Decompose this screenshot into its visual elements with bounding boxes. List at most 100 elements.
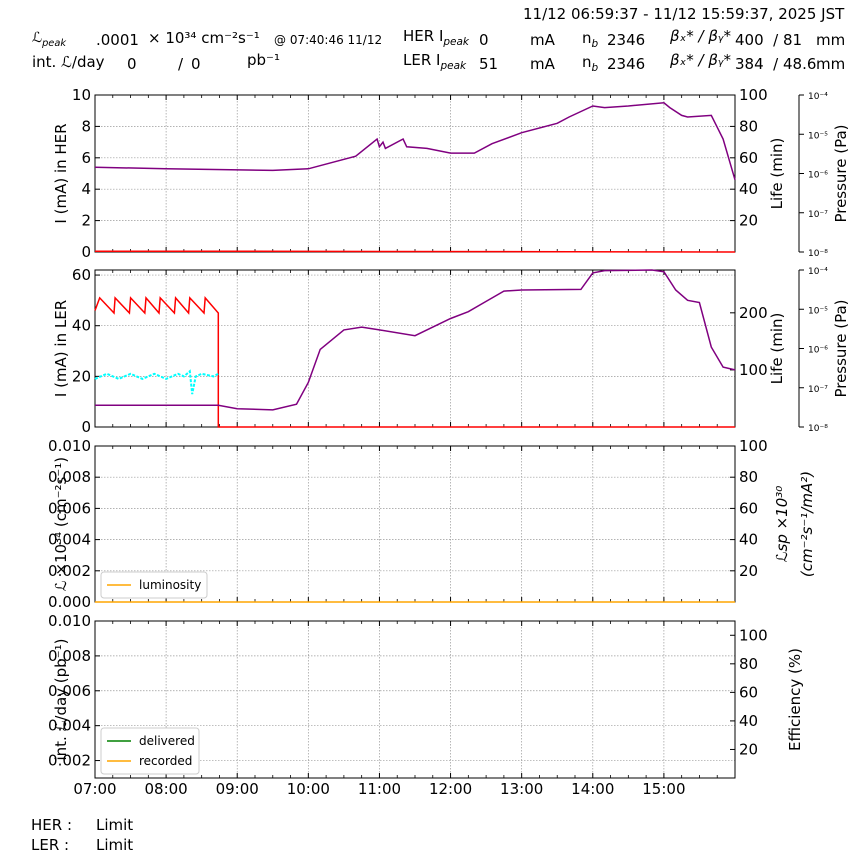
y2-tick-label: 100: [739, 626, 768, 644]
y-tick-label: 0.006: [48, 682, 91, 700]
ler-beta-label: βₓ* / βᵧ*: [670, 51, 731, 69]
y2-tick-label: 100: [739, 437, 768, 455]
pressure-tick-label: 10⁻⁶: [808, 346, 828, 356]
lpeak-label: ℒpeak: [32, 30, 67, 49]
intl-slash: /: [178, 55, 184, 73]
y2-tick-label: 60: [739, 499, 758, 517]
plot-frame: [94, 94, 736, 253]
ler-nb-value: 2346: [607, 55, 646, 73]
y-axis-label: I (mA) in HER: [52, 123, 70, 223]
legend-label-recorded: recorded: [139, 754, 192, 768]
y2-tick-label: 20: [739, 212, 758, 230]
y2-tick-label: 20: [739, 740, 758, 758]
y-tick-label: 10: [72, 86, 91, 104]
x-tick-label: 11:00: [358, 780, 401, 798]
pressure-tick-label: 10⁻⁴: [808, 92, 828, 102]
intl-delivered: 0: [127, 55, 137, 73]
x-tick-label: 10:00: [287, 780, 330, 798]
y2-tick-label: 40: [739, 712, 758, 730]
y2-tick-label: 60: [739, 149, 758, 167]
y2-axis-label: Life (min): [768, 138, 786, 210]
y-tick-label: 0.002: [48, 752, 91, 770]
y-tick-label: 40: [72, 317, 91, 335]
x-tick-label: 12:00: [429, 780, 472, 798]
plot-frame: [94, 620, 736, 779]
series-ler_pressure: [94, 369, 219, 395]
y2-tick-label: 40: [739, 531, 758, 549]
pressure-tick-label: 10⁻⁸: [808, 249, 828, 259]
pressure-tick-label: 10⁻⁷: [808, 210, 828, 220]
y2-tick-label: 200: [739, 304, 768, 322]
intl-recorded: 0: [191, 55, 201, 73]
y2-tick-label: 100: [739, 86, 768, 104]
intl-unit: pb⁻¹: [247, 51, 280, 69]
y-axis-label: I (mA) in LER: [52, 300, 70, 397]
legend-box: [100, 727, 200, 775]
her-peak-label: HER Ipeak: [403, 27, 470, 48]
y-tick-label: 2: [81, 212, 91, 230]
y-tick-label: 0.006: [48, 499, 91, 517]
legend-label-luminosity: luminosity: [139, 578, 201, 592]
ler-peak-label: LER Ipeak: [403, 51, 467, 72]
x-tick-label: 15:00: [642, 780, 685, 798]
ler-beta-value: 384 / 48.6: [735, 55, 817, 73]
ler-nb-label: nb: [582, 53, 599, 74]
her-beta-value: 400 / 81: [735, 31, 803, 49]
y2-axis-label: Life (min): [768, 313, 786, 385]
ler-beta-unit: mm: [816, 55, 846, 73]
y-tick-label: 0.000: [48, 593, 91, 611]
series-current: [94, 296, 735, 428]
plot-frame: [94, 269, 736, 428]
y-tick-label: 0.008: [48, 647, 91, 665]
y2-tick-label: 80: [739, 117, 758, 135]
x-tick-label: 14:00: [571, 780, 614, 798]
y-tick-label: 0.008: [48, 468, 91, 486]
y-tick-label: 0: [81, 243, 91, 261]
y-tick-label: 6: [81, 149, 91, 167]
y-tick-label: 60: [72, 266, 91, 284]
x-tick-label: 09:00: [216, 780, 259, 798]
pressure-axis-label: Pressure (Pa): [832, 299, 850, 397]
y-tick-label: 0.002: [48, 562, 91, 580]
ler-peak-value: 51: [479, 55, 499, 73]
series-current: [95, 250, 736, 253]
series-life: [95, 269, 736, 411]
y-tick-label: 4: [81, 180, 91, 198]
ler-peak-unit: mA: [530, 55, 555, 73]
lpeak-time: @ 07:40:46 11/12: [274, 33, 383, 47]
y-tick-label: 0.010: [48, 612, 91, 630]
pressure-tick-label: 10⁻⁵: [808, 306, 828, 316]
y2-axis-label: ℒsp ×10³⁰: [773, 486, 791, 563]
lpeak-unit: × 10³⁴ cm⁻²s⁻¹: [148, 29, 260, 47]
her-beta-label: βₓ* / βᵧ*: [670, 27, 731, 45]
y2-tick-label: 80: [739, 468, 758, 486]
footer-ler-label: LER :: [31, 836, 70, 854]
y2-tick-label: 100: [739, 361, 768, 379]
legend-box: [100, 571, 208, 599]
footer-ler-status: Limit: [96, 836, 134, 854]
footer-her-label: HER :: [31, 816, 73, 834]
legend-label-delivered: delivered: [139, 734, 195, 748]
pressure-tick-label: 10⁻⁶: [808, 171, 828, 181]
y-tick-label: 20: [72, 367, 91, 385]
y-tick-label: 8: [81, 117, 91, 135]
y-axis-label: ℒ ×10³⁴ (cm⁻²s⁻¹): [52, 457, 70, 591]
x-tick-label: 13:00: [500, 780, 543, 798]
y2-tick-label: 40: [739, 180, 758, 198]
series-life: [94, 102, 736, 181]
her-nb-value: 2346: [607, 31, 646, 49]
x-tick-label: 07:00: [73, 780, 116, 798]
x-tick-label: 08:00: [144, 780, 187, 798]
pressure-tick-label: 10⁻⁵: [808, 131, 828, 141]
y-axis-label: int. ℒ/day (pb⁻¹): [52, 639, 70, 761]
pressure-tick-label: 10⁻⁴: [808, 267, 828, 277]
y-tick-label: 0.010: [48, 437, 91, 455]
panel-her: 0 2 4 6 8 10 20 40 60 80 100 I (mA) in HER Life (min…: [52, 86, 850, 261]
panel-luminosity: 0.000 0.002 0.004 0.006 0.008 0.010 20 40 60 80 10…: [48, 437, 816, 611]
y2-tick-label: 20: [739, 562, 758, 580]
y2-tick-label: 60: [739, 683, 758, 701]
lpeak-value: .0001: [96, 31, 139, 49]
y-tick-label: 0.004: [48, 531, 91, 549]
panel-ler: 0 20 40 60 100 200 I (mA) in LER Life (min) 10⁻⁸…: [52, 266, 850, 436]
